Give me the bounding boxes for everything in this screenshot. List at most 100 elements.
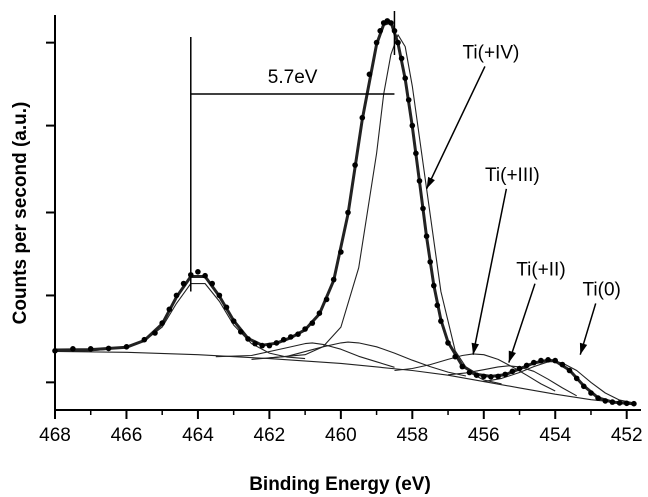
data-point xyxy=(609,399,616,405)
data-point xyxy=(373,39,380,46)
data-point xyxy=(431,282,437,289)
component-ti-iv--line xyxy=(269,34,502,385)
data-point xyxy=(141,336,148,343)
x-tick-label: 460 xyxy=(325,425,357,446)
arrow-ti-iii-head xyxy=(471,342,480,355)
data-point xyxy=(395,39,401,46)
data-point xyxy=(302,326,308,332)
x-axis-title: Binding Energy (eV) xyxy=(249,474,431,495)
data-point xyxy=(323,296,330,303)
data-point xyxy=(173,292,180,299)
data-point xyxy=(588,390,594,396)
data-point xyxy=(616,400,623,406)
data-point xyxy=(427,259,434,265)
data-point xyxy=(509,368,516,375)
x-tick-label: 454 xyxy=(539,425,571,446)
data-point xyxy=(273,340,280,346)
component-satellite-line xyxy=(54,283,306,360)
data-point xyxy=(416,178,423,184)
data-point xyxy=(559,361,566,368)
data-point xyxy=(531,359,537,366)
data-point xyxy=(223,304,230,311)
data-point xyxy=(495,373,501,380)
data-point xyxy=(552,357,558,364)
label-ti-iii: Ti(+III) xyxy=(485,165,540,186)
data-point xyxy=(266,342,273,349)
data-point xyxy=(159,320,165,326)
data-point xyxy=(338,249,344,255)
data-point xyxy=(420,205,426,212)
data-point xyxy=(70,346,76,352)
data-point xyxy=(202,272,208,279)
data-point xyxy=(87,346,94,352)
data-point xyxy=(538,357,544,364)
data-point xyxy=(452,353,459,360)
arrow-ti-0-head xyxy=(579,342,588,355)
data-point xyxy=(166,306,173,313)
data-point xyxy=(438,318,444,324)
component-ti-0--line xyxy=(483,360,635,404)
data-point xyxy=(195,269,201,275)
data-point xyxy=(573,375,580,382)
data-point xyxy=(516,365,523,372)
arrow-ti-iv xyxy=(425,66,486,190)
data-point xyxy=(238,329,244,335)
background-line xyxy=(54,350,634,405)
arrow-ti-iii xyxy=(472,188,508,355)
data-points xyxy=(52,18,637,407)
data-point xyxy=(409,122,416,129)
data-point xyxy=(423,233,430,239)
annotations: 5.7eV Ti(+IV) Ti(+III) Ti(+II) Ti(0) xyxy=(190,11,621,363)
label-ti-ii: Ti(+II) xyxy=(516,260,565,281)
data-point xyxy=(352,162,358,168)
data-point xyxy=(623,400,630,407)
data-point xyxy=(252,340,258,347)
data-point xyxy=(581,383,587,390)
data-point xyxy=(473,372,480,379)
data-point xyxy=(434,302,441,309)
data-point xyxy=(123,344,130,350)
x-tick-label: 462 xyxy=(254,425,286,446)
data-point xyxy=(595,395,601,401)
x-tick-label: 466 xyxy=(111,425,143,446)
data-point xyxy=(488,374,494,380)
component-minor-1-line xyxy=(215,342,395,368)
data-point xyxy=(402,75,409,81)
arrow-ti-iv-head xyxy=(426,176,435,189)
data-point xyxy=(180,280,187,287)
data-point xyxy=(502,371,509,378)
data-point xyxy=(398,55,405,62)
data-point xyxy=(316,310,323,317)
data-point xyxy=(602,398,609,404)
x-tick-label: 452 xyxy=(611,425,643,446)
data-point xyxy=(309,320,316,326)
data-point xyxy=(152,330,158,336)
data-point xyxy=(359,114,366,121)
data-point xyxy=(523,362,530,369)
data-point xyxy=(330,276,337,283)
data-point xyxy=(288,334,294,340)
data-point xyxy=(230,318,237,324)
y-axis-title: Counts per second (a.u.) xyxy=(10,102,31,325)
data-point xyxy=(105,345,112,352)
data-point xyxy=(245,336,251,342)
data-point xyxy=(216,292,223,299)
data-point xyxy=(566,367,573,374)
axes: 468 466 464 462 460 458 456 454 452 xyxy=(39,15,643,446)
data-point xyxy=(259,342,266,349)
data-point xyxy=(545,357,551,363)
envelope-fit-line xyxy=(54,20,634,406)
data-point xyxy=(377,28,384,34)
label-ti-iv: Ti(+IV) xyxy=(463,42,520,63)
data-point xyxy=(295,331,301,338)
data-point xyxy=(405,97,412,103)
label-ti-0: Ti(0) xyxy=(583,279,621,300)
data-point xyxy=(413,150,419,157)
data-point xyxy=(445,340,451,346)
data-point xyxy=(631,400,637,407)
x-tick-label: 468 xyxy=(39,425,71,446)
x-tick-label: 458 xyxy=(396,425,428,446)
data-point xyxy=(345,209,351,216)
data-point xyxy=(466,369,473,376)
